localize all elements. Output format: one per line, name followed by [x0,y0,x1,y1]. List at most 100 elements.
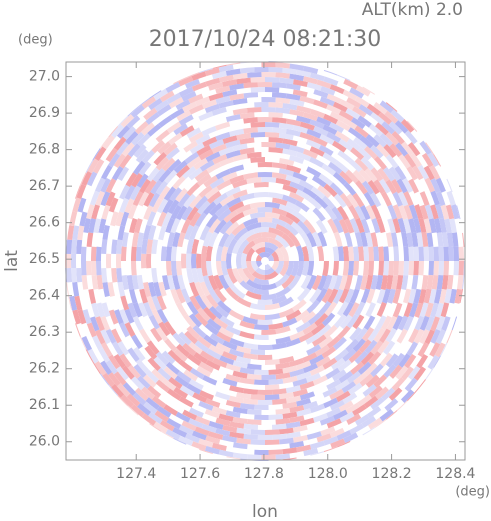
echo-cell [113,153,126,169]
echo-cell [348,204,360,220]
echo-cell [398,353,411,368]
echo-cell [332,369,347,382]
echo-cell [159,419,175,432]
echo-cell [318,301,332,316]
echo-cell [189,224,200,241]
echo-cell [111,239,118,255]
echo-cell [254,67,269,73]
echo-cell [352,105,367,118]
echo-cell [430,204,439,220]
echo-cell [268,449,283,455]
echo-cell [346,314,359,329]
echo-cell [191,267,200,284]
echo-cell [318,335,334,349]
echo-cell [303,447,319,457]
echo-cell [110,211,119,227]
echo-cell [239,137,255,145]
echo-cell [383,167,396,182]
echo-cell [158,115,173,128]
echo-cell [176,370,192,384]
echo-cell [413,261,419,276]
echo-cell [208,344,224,356]
echo-cell [387,288,396,304]
echo-cell [136,232,145,248]
echo-cell [345,169,359,184]
echo-cell [329,399,345,411]
echo-cell [178,114,194,126]
echo-cell [249,302,265,310]
echo-cell [278,204,295,215]
echo-cell [204,103,220,114]
echo-cell [166,92,182,105]
echo-cell [342,348,357,362]
echo-cell [309,354,325,366]
echo-cell [406,165,419,181]
echo-cell [169,107,185,120]
echo-cell [336,430,352,441]
echo-cell [309,288,322,304]
echo-cell [323,113,339,125]
echo-cell [350,117,366,130]
echo-cell [196,335,212,349]
echo-cell [144,179,157,194]
echo-cell [323,397,339,409]
echo-cell [339,314,353,330]
echo-cell [181,253,187,269]
echo-cell [353,372,368,386]
echo-cell [121,246,127,261]
echo-cell [126,393,141,407]
echo-cell [453,261,459,276]
echo-cell [402,288,412,304]
echo-cell [265,87,280,93]
echo-cell [265,267,275,276]
echo-cell [129,185,141,201]
echo-cell [122,382,137,396]
echo-cell [323,435,339,446]
echo-cell [213,288,227,303]
echo-cell [131,232,140,248]
echo-cell [310,322,326,336]
echo-cell [257,207,273,213]
echo-cell [402,218,412,234]
x-axis-label: lon [252,502,278,521]
echo-cell [91,302,100,318]
echo-cell [287,232,301,248]
echo-cell [154,410,170,423]
echo-cell [419,140,432,156]
echo-cell [279,261,289,277]
echo-cell [462,275,465,290]
echo-cell [406,232,414,248]
echo-cell [337,440,351,448]
echo-cell [222,171,238,182]
echo-cell [205,151,221,163]
echo-cell [260,232,278,240]
echo-cell [265,212,281,220]
echo-cell [366,103,382,116]
echo-cell [285,431,301,439]
echo-cell [117,115,129,127]
echo-cell [392,315,404,331]
echo-cell [433,355,442,369]
echo-cell [329,388,345,400]
echo-cell [296,151,312,162]
echo-cell [239,367,255,375]
echo-cell [92,148,101,161]
echo-cell [127,364,141,379]
echo-cell [129,288,138,304]
echo-cell [315,356,331,368]
echo-cell [296,397,312,407]
echo-cell [337,301,349,317]
echo-cell [111,328,122,344]
echo-cell [289,441,305,449]
echo-cell [243,92,259,99]
echo-cell [331,206,344,222]
echo-cell [246,363,262,370]
echo-cell [149,90,162,99]
echo-cell [215,417,231,427]
echo-cell [162,275,171,291]
echo-cell [268,102,284,108]
echo-cell [88,218,97,234]
echo-cell [219,194,235,207]
echo-cell [208,431,224,440]
echo-cell [327,161,343,175]
